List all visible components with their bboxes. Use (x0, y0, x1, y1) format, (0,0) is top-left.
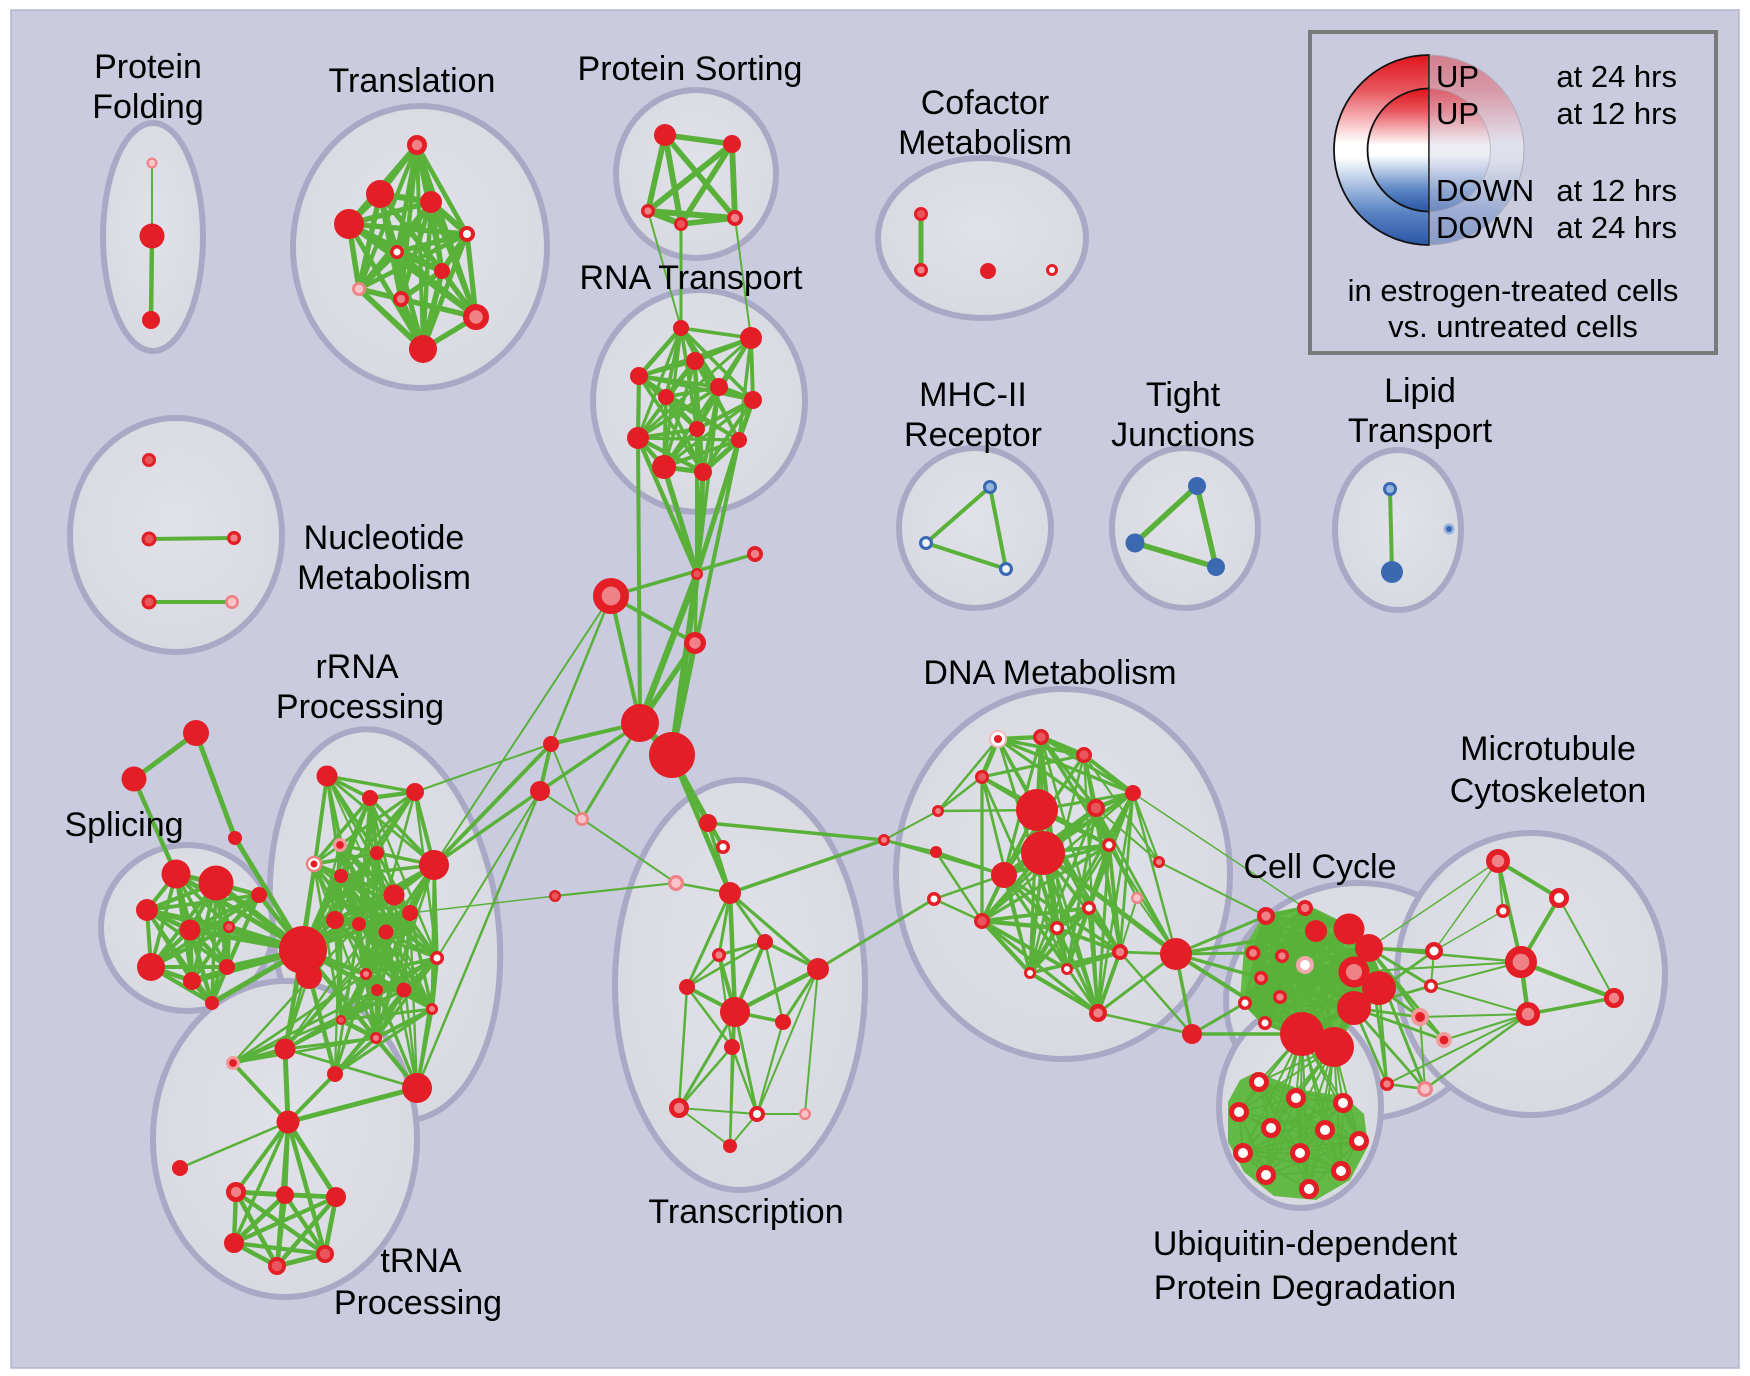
svg-text:at 24 hrs: at 24 hrs (1556, 59, 1677, 94)
svg-text:Ubiquitin-dependent: Ubiquitin-dependent (1153, 1225, 1458, 1263)
svg-text:Metabolism: Metabolism (898, 124, 1072, 162)
svg-text:Receptor: Receptor (904, 416, 1042, 454)
svg-text:Cell Cycle: Cell Cycle (1243, 848, 1396, 886)
svg-text:Protein Degradation: Protein Degradation (1154, 1269, 1456, 1307)
svg-text:at 12 hrs: at 12 hrs (1556, 96, 1677, 131)
svg-text:Translation: Translation (329, 62, 496, 100)
svg-text:tRNA: tRNA (380, 1242, 462, 1280)
svg-text:vs. untreated cells: vs. untreated cells (1388, 309, 1638, 344)
svg-text:in estrogen-treated cells: in estrogen-treated cells (1348, 273, 1679, 308)
svg-text:at 24 hrs: at 24 hrs (1556, 210, 1677, 245)
svg-text:MHC-II: MHC-II (919, 376, 1027, 414)
svg-text:Nucleotide: Nucleotide (304, 519, 465, 557)
svg-text:Cytoskeleton: Cytoskeleton (1450, 772, 1647, 810)
svg-text:Metabolism: Metabolism (297, 559, 471, 597)
svg-text:Splicing: Splicing (64, 806, 183, 844)
svg-text:Microtubule: Microtubule (1460, 730, 1636, 768)
svg-text:UP: UP (1436, 59, 1479, 94)
svg-text:Processing: Processing (334, 1284, 502, 1322)
svg-text:Junctions: Junctions (1111, 416, 1255, 454)
svg-text:Protein: Protein (94, 48, 202, 86)
svg-text:Tight: Tight (1146, 376, 1221, 414)
svg-text:DOWN: DOWN (1436, 173, 1534, 208)
svg-text:DOWN: DOWN (1436, 210, 1534, 245)
svg-text:Transport: Transport (1348, 412, 1493, 450)
svg-text:DNA Metabolism: DNA Metabolism (923, 654, 1176, 692)
svg-text:Lipid: Lipid (1384, 372, 1456, 410)
svg-text:Protein Sorting: Protein Sorting (578, 50, 803, 88)
svg-text:Transcription: Transcription (648, 1193, 843, 1231)
svg-text:RNA Transport: RNA Transport (580, 259, 804, 297)
svg-text:Processing: Processing (276, 688, 444, 726)
svg-text:rRNA: rRNA (315, 648, 398, 686)
svg-text:Cofactor: Cofactor (921, 84, 1050, 122)
svg-text:Folding: Folding (92, 88, 204, 126)
svg-text:UP: UP (1436, 96, 1479, 131)
svg-text:at 12 hrs: at 12 hrs (1556, 173, 1677, 208)
